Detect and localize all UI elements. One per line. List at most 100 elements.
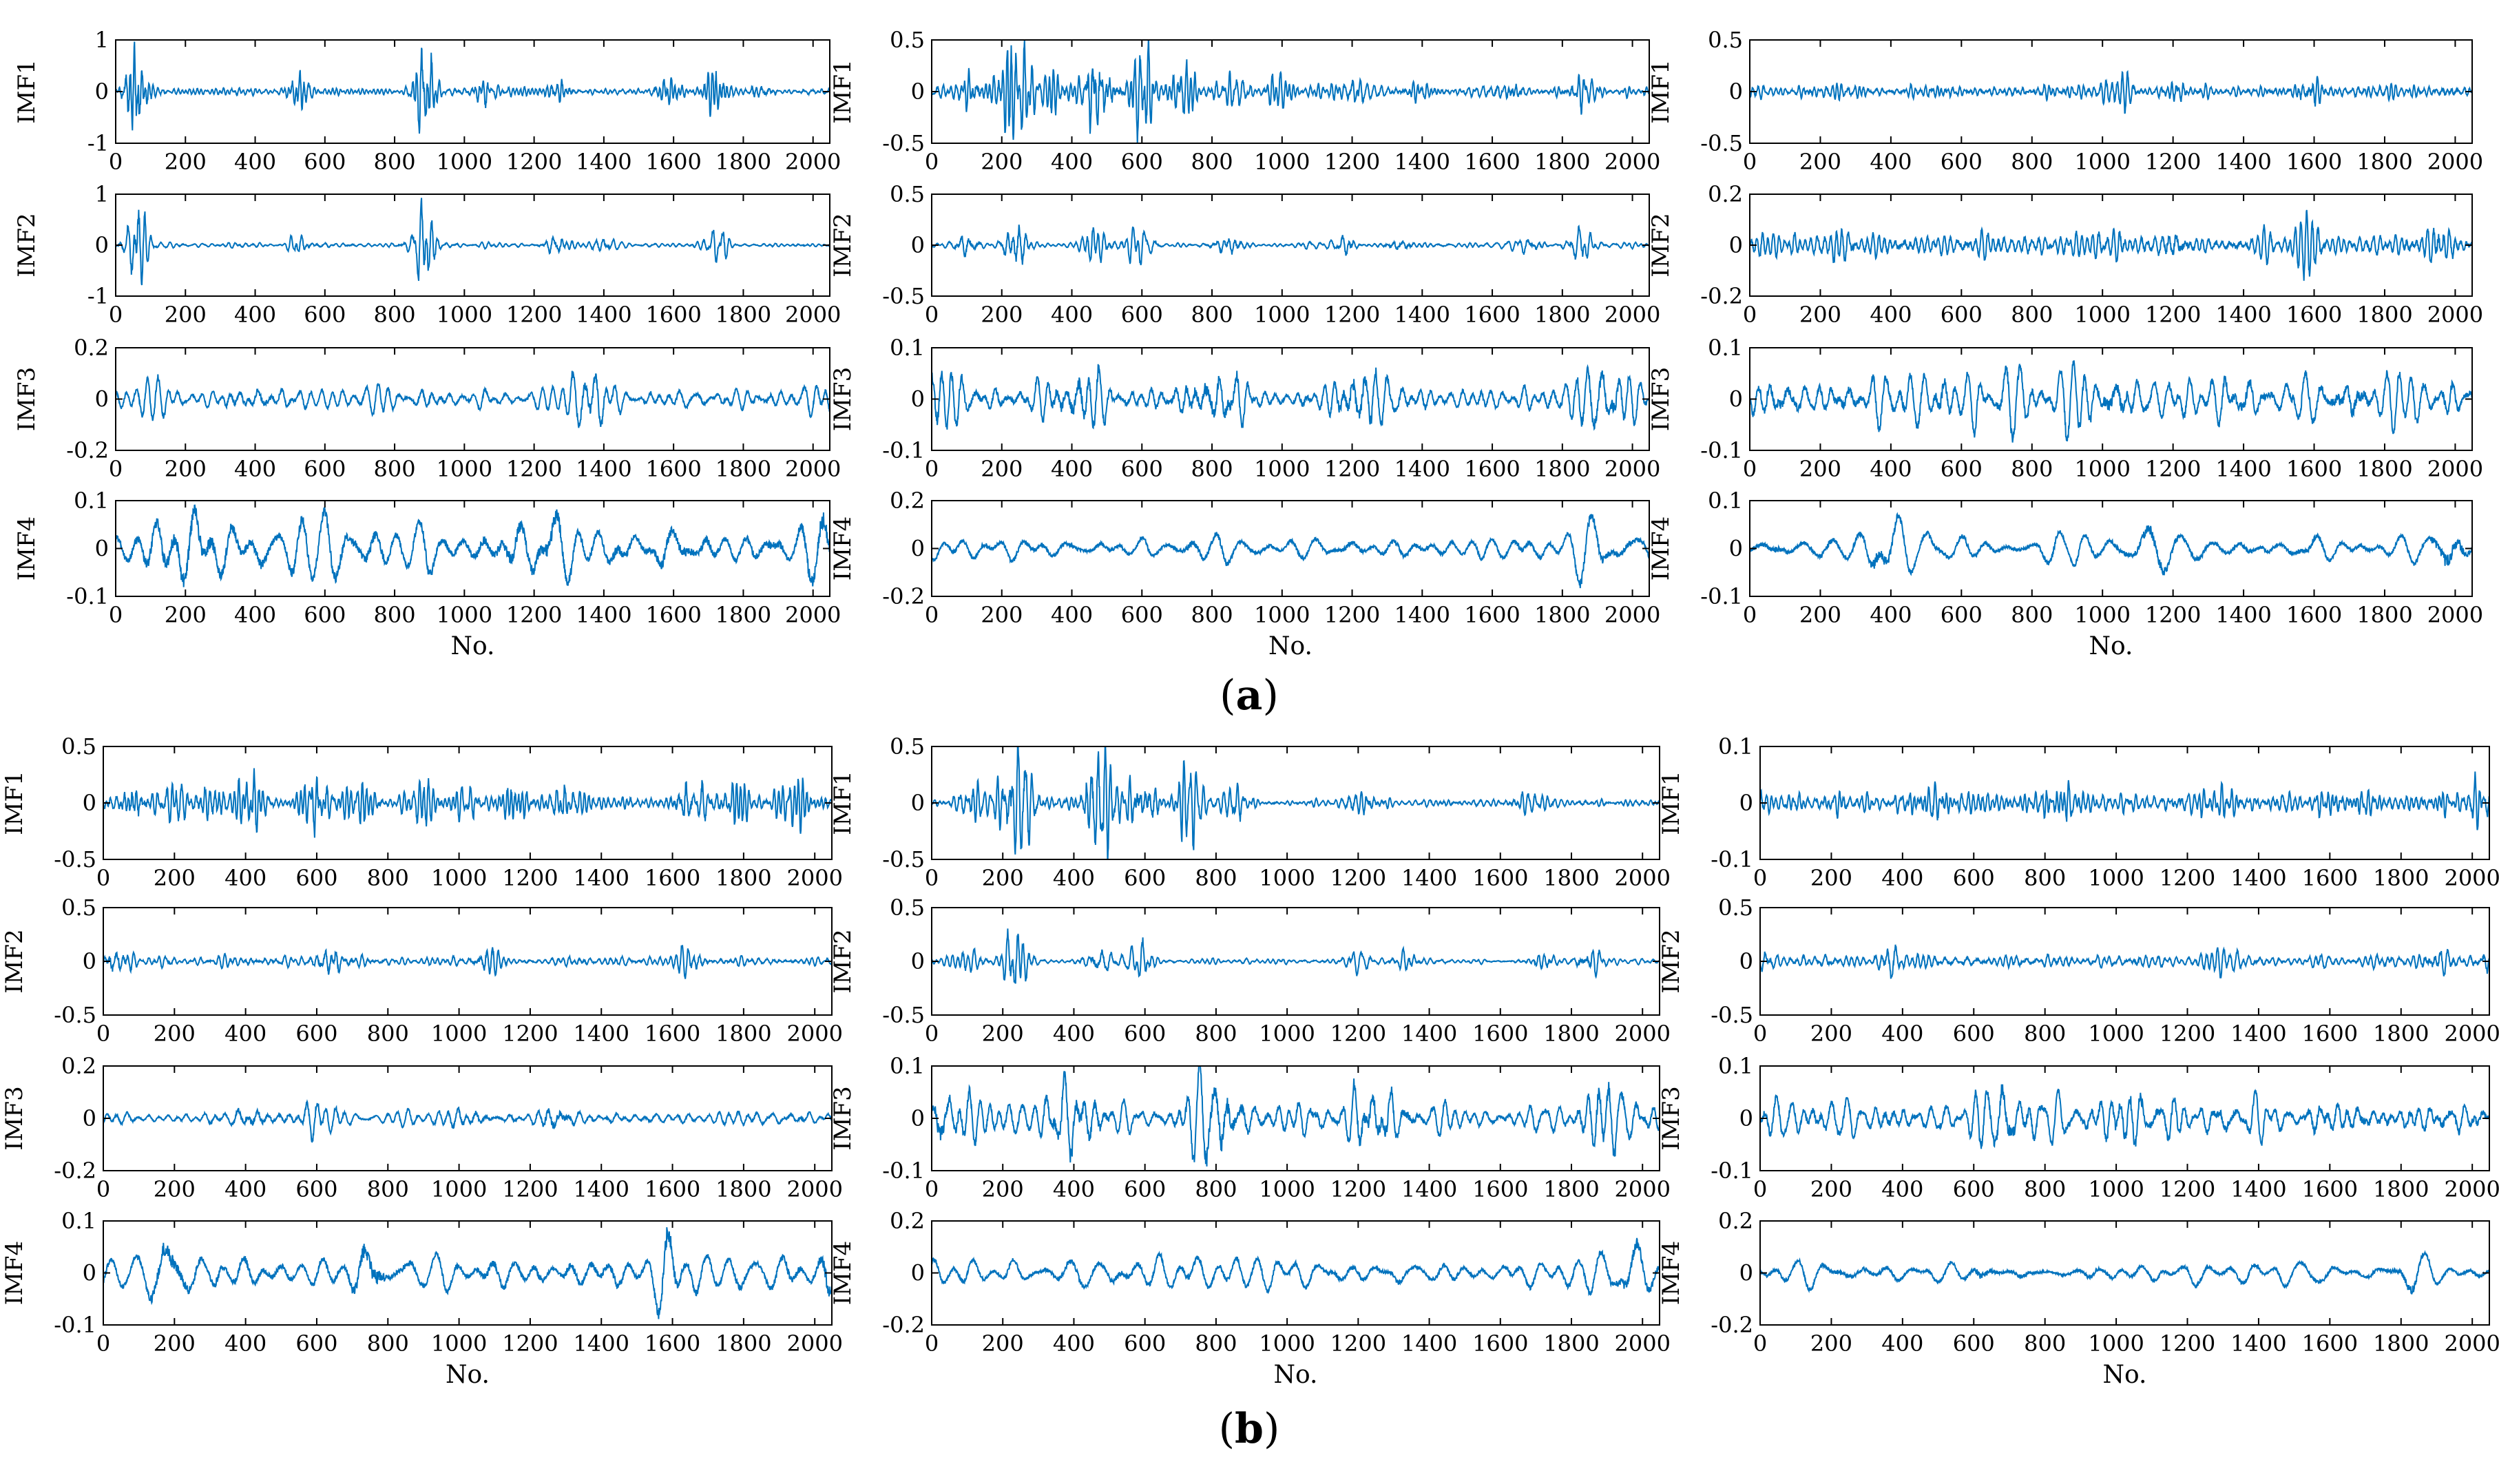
panel-b-col3-imf1-xtick-label: 1000 (2088, 865, 2144, 891)
panel-a-col2-imf2-ytick-label: -0.5 (882, 283, 925, 309)
panel-b-col2-imf3-xtick-label: 0 (925, 1176, 939, 1202)
panel-b-col1-imf1-xtick-label: 1200 (502, 865, 558, 891)
panel-a-col1-imf1-xtick-label: 1800 (715, 149, 771, 175)
panel-a-col3-imf3-xtick-label: 1600 (2286, 456, 2342, 482)
panel-b-col2-imf4-xtick-label: 2000 (1615, 1330, 1671, 1357)
panel-a-col1-imf3-xtick-label: 1200 (506, 456, 562, 482)
panel-a-col1-imf2: 0 200 400 600 800 1000 1200 1400 1600 1800 2000-10… (13, 181, 841, 328)
panel-b-col3-imf4-xtick-label: 1400 (2230, 1330, 2286, 1357)
panel-b-col2-imf4-ytick-label: 0.2 (890, 1208, 925, 1234)
panel-a-col1-imf4-axes-box (115, 500, 830, 597)
panel-a-col2-imf3-xtick-label: 600 (1121, 456, 1163, 482)
panel-b-col1-imf2-xtick-label: 1400 (574, 1021, 629, 1047)
panel-b-col1-imf2-ytick-label: 0 (83, 948, 96, 974)
panel-a-col2-imf4-axes-box (931, 500, 1650, 597)
panel-b-col1-imf3-xtick-label: 400 (224, 1176, 266, 1202)
panel-b-col1-imf2-xtick-label: 1800 (715, 1021, 771, 1047)
panel-b-col3-imf2: 0 200 400 600 800 1000 1200 1400 1600 1800 2000 -0.… (1658, 895, 2499, 1047)
panel-b-col1-imf3-xtick-label: 800 (367, 1176, 409, 1202)
panel-b-col1-imf2-xtick-label: 200 (154, 1021, 196, 1047)
panel-b-col3-imf2-ytick-label: 0 (1739, 948, 1753, 974)
panel-b-col2-imf1-xtick-label: 400 (1053, 865, 1095, 891)
panel-a-col3-imf3-xtick-label: 1000 (2074, 456, 2130, 482)
panel-a-col1-imf1-xtick-label: 1400 (576, 149, 631, 175)
panel-a-col3-imf3-ytick-label: -0.1 (1700, 437, 1743, 463)
panel-a-col2-imf1-xtick-label: 800 (1191, 149, 1233, 175)
panel-b-col2-imf4-ytick-label: -0.2 (882, 1312, 925, 1338)
panel-a-col2-imf1-xtick-label: 1600 (1464, 149, 1520, 175)
panel-a-col1-imf2-xtick-label: 1800 (715, 302, 771, 328)
panel-a-col2-imf4-xtick-label: 400 (1051, 602, 1093, 628)
panel-a-col1-imf2-xtick-label: 0 (109, 302, 123, 328)
panel-b-col1-imf2-ylabel: IMF2 (1, 929, 28, 993)
panel-a-col3-imf4-xtick-label: 1000 (2074, 602, 2130, 628)
panel-a-col3-imf4-xtick-label: 1800 (2356, 602, 2412, 628)
panel-b-col2-imf4-xlabel: No. (1274, 1361, 1318, 1389)
panel-b-col2-imf1-xtick-label: 1200 (1330, 865, 1386, 891)
panel-b-col1-imf3-xtick-label: 1400 (574, 1176, 629, 1202)
panel-a-col3-imf3: 0 200 400 600 800 1000 1200 1400 1600 1800 2000 -0.… (1647, 335, 2483, 482)
panel-a-col3-imf3-xtick-label: 0 (1743, 456, 1757, 482)
panel-a-col3-imf3-xtick-label: 1800 (2356, 456, 2412, 482)
panel-b-col1-imf3-xtick-label: 600 (295, 1176, 337, 1202)
panel-b-col2-imf4: 0 200 400 600 800 1000 1200 1400 1600 1800 2000 -0.… (829, 1208, 1671, 1389)
panel-b-col3-imf1-xtick-label: 1600 (2302, 865, 2358, 891)
panel-b-col2-imf4-xtick-label: 0 (925, 1330, 939, 1357)
panel-b-col3-imf3-xtick-label: 2000 (2444, 1176, 2499, 1202)
panel-b-col2-imf4-xtick-label: 200 (982, 1330, 1024, 1357)
panel-a-col1-imf4-ytick-label: -0.1 (66, 583, 109, 609)
panel-b-col1-imf1-ytick-label: -0.5 (54, 846, 96, 872)
panel-a-col3-imf4-xtick-label: 1400 (2215, 602, 2271, 628)
caption-b: (b) (1219, 1405, 1280, 1453)
panel-b-col1-imf1-xtick-label: 1800 (715, 865, 771, 891)
panel-b-col3-imf4-xtick-label: 400 (1881, 1330, 1923, 1357)
panel-a-col3-imf4-xtick-label: 600 (1941, 602, 1983, 628)
panel-a-col1-imf3-xtick-label: 1400 (576, 456, 631, 482)
panel-b-col3-imf2-xtick-label: 600 (1953, 1021, 1995, 1047)
panel-b-col3-imf3-ytick-label: 0.1 (1718, 1053, 1753, 1079)
panel-a-col2-imf4-xtick-label: 200 (981, 602, 1023, 628)
panel-a-col1-imf3-xtick-label: 1600 (645, 456, 701, 482)
panel-a-col2-imf2-xtick-label: 800 (1191, 302, 1233, 328)
panel-b-col1-imf1-ylabel: IMF1 (1, 771, 28, 835)
panel-a-col2-imf1-xtick-label: 2000 (1604, 149, 1660, 175)
panel-a-col3-imf3-ytick-label: 0.1 (1708, 335, 1743, 361)
panel-b-col3-imf3-xtick-label: 200 (1810, 1176, 1852, 1202)
panel-a-col2-imf4-signal-line (932, 514, 1649, 589)
panel-a-col1-imf3-xtick-label: 1000 (437, 456, 492, 482)
panel-b-col3-imf1-xtick-label: 200 (1810, 865, 1852, 891)
panel-b-col3-imf3-xtick-label: 1000 (2088, 1176, 2144, 1202)
panel-b-col2-imf2-xtick-label: 400 (1053, 1021, 1095, 1047)
panel-a-col1-imf2-ylabel: IMF2 (13, 213, 41, 277)
panel-b-col3-imf1-xtick-label: 400 (1881, 865, 1923, 891)
panel-a-col2-imf2-xtick-label: 200 (981, 302, 1023, 328)
panel-b-col2-imf4-xtick-label: 600 (1124, 1330, 1166, 1357)
panel-b-col2-imf1-signal-line (932, 746, 1660, 859)
panel-a-col1-imf2-xtick-label: 800 (374, 302, 416, 328)
panel-b-col1-imf3-xtick-label: 0 (96, 1176, 110, 1202)
panel-b-col1-imf2-ytick-label: 0.5 (61, 895, 96, 921)
panel-a-col2-imf4-ytick-label: 0.2 (890, 488, 925, 514)
panel-b-col1-imf4-xtick-label: 1400 (574, 1330, 629, 1357)
panel-a-col1-imf2-xtick-label: 600 (304, 302, 346, 328)
panel-a-col3-imf2-signal-line (1750, 209, 2472, 281)
panel-b-col1-imf2-xtick-label: 400 (224, 1021, 266, 1047)
panel-b-col2-imf3-xtick-label: 2000 (1615, 1176, 1671, 1202)
panel-a-col3-imf1-ytick-label: -0.5 (1700, 130, 1743, 156)
panel-a-col2-imf3-xtick-label: 400 (1051, 456, 1093, 482)
panel-b-col3-imf4-xtick-label: 2000 (2444, 1330, 2499, 1357)
panel-a-col2-imf1-ylabel: IMF1 (829, 59, 857, 123)
panel-a-col1-imf1-xtick-label: 1000 (437, 149, 492, 175)
panel-b-col1-imf3-ytick-label: 0.2 (61, 1053, 96, 1079)
panel-b-col3-imf3: 0 200 400 600 800 1000 1200 1400 1600 1800 2000 -0.… (1658, 1053, 2499, 1202)
panel-b-col2-imf2-xtick-label: 200 (982, 1021, 1024, 1047)
panel-a-col1-imf2-xtick-label: 2000 (785, 302, 841, 328)
panel-b-col2-imf4-xtick-label: 800 (1195, 1330, 1237, 1357)
panel-b-col2-imf2-xtick-label: 1800 (1543, 1021, 1599, 1047)
panel-a-col3-imf1-signal-line (1750, 70, 2472, 114)
panel-a-col1-imf1-xtick-label: 1200 (506, 149, 562, 175)
panel-b-col1-imf1-xtick-label: 0 (96, 865, 110, 891)
panel-b-col2-imf3-xtick-label: 800 (1195, 1176, 1237, 1202)
panel-a-col2-imf1-xtick-label: 1200 (1324, 149, 1380, 175)
panel-b-col1-imf1: 0 200 400 600 800 1000 1200 1400 1600 1800 2000 -0.… (1, 733, 843, 891)
